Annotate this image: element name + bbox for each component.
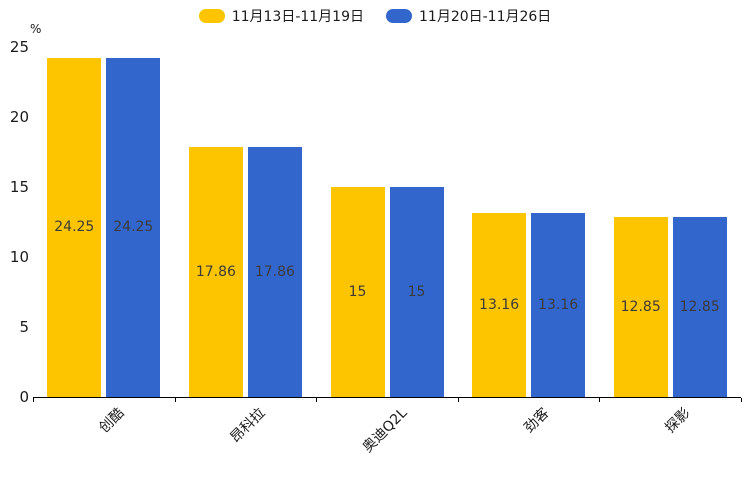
bar-series0-奥迪Q2L: [330, 187, 385, 397]
bar-value-label: 15: [407, 284, 426, 300]
bar-series0-劲客: [472, 212, 527, 397]
bar-value-label: 15: [348, 284, 367, 300]
y-axis-tick-label: 20: [9, 108, 29, 126]
bar-value-label: 13.16: [538, 296, 579, 313]
legend: 11月13日-11月19日 11月20日-11月26日: [0, 6, 750, 26]
bar-value-label: 12.85: [620, 299, 661, 316]
bar-value-label: 13.16: [479, 296, 520, 313]
x-axis-tick: [316, 398, 318, 402]
x-axis-label-劲客: 劲客: [520, 405, 553, 437]
x-axis-label-创酷: 创酷: [96, 405, 128, 437]
x-axis-tick: [599, 398, 601, 402]
x-axis-label-昂科拉: 昂科拉: [227, 405, 269, 447]
legend-item-series-1[interactable]: 11月20日-11月26日: [386, 6, 551, 26]
bar-series1-探影: [672, 217, 727, 397]
x-axis-label-奥迪Q2L: 奥迪Q2L: [359, 405, 411, 456]
x-axis-tick: [33, 398, 34, 402]
bar-series1-奥迪Q2L: [389, 187, 444, 397]
legend-label: 11月13日-11月19日: [231, 9, 364, 25]
bar-value-label: 17.86: [254, 263, 295, 280]
y-axis-unit-label: %: [30, 22, 42, 36]
legend-item-series-0[interactable]: 11月13日-11月19日: [198, 6, 364, 26]
y-axis-tick-label: 10: [9, 248, 29, 266]
x-axis-tick: [457, 398, 459, 402]
bar-value-label: 17.86: [195, 263, 236, 280]
y-axis-tick-label: 5: [19, 318, 29, 336]
y-axis-tick-label: 25: [9, 38, 29, 56]
bar-series1-劲客: [531, 212, 586, 397]
x-axis-tick: [741, 398, 742, 402]
bar-series1-创酷: [106, 57, 161, 397]
bar-value-label: 24.25: [54, 219, 95, 236]
legend-swatch-icon: [386, 9, 412, 23]
legend-swatch-icon: [198, 9, 225, 23]
x-axis-line: [33, 397, 741, 399]
bar-series0-创酷: [47, 57, 102, 397]
bar-value-label: 12.85: [679, 299, 720, 316]
x-axis-tick: [174, 398, 176, 402]
bar-series0-探影: [613, 217, 668, 397]
bar-series0-昂科拉: [188, 146, 243, 397]
bar-value-label: 24.25: [113, 219, 154, 236]
legend-label: 11月20日-11月26日: [419, 9, 552, 25]
bar-series1-昂科拉: [247, 146, 302, 397]
y-axis-tick-label: 0: [19, 388, 29, 406]
y-axis-tick-label: 15: [9, 178, 29, 196]
x-axis-label-探影: 探影: [662, 405, 694, 437]
